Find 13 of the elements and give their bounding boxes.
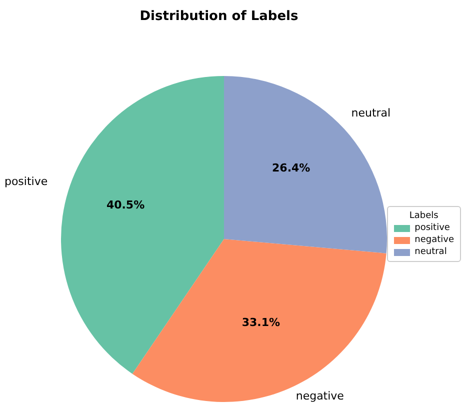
legend-label: positive: [414, 222, 450, 234]
data-label: 33.1%: [242, 316, 280, 329]
data-label: 40.5%: [106, 198, 145, 212]
data-label: 26.4%: [272, 161, 310, 174]
slice-label: negative: [296, 389, 344, 402]
pie-slice: [61, 76, 224, 374]
legend-label: negative: [414, 234, 454, 246]
legend-title: Labels: [408, 210, 440, 222]
slice-label: positive: [4, 174, 48, 188]
slice-label: neutral: [351, 106, 391, 120]
chart-title: Distribution of Labels: [138, 9, 300, 24]
pie-slice: [132, 239, 386, 402]
legend-label: neutral: [414, 246, 447, 258]
